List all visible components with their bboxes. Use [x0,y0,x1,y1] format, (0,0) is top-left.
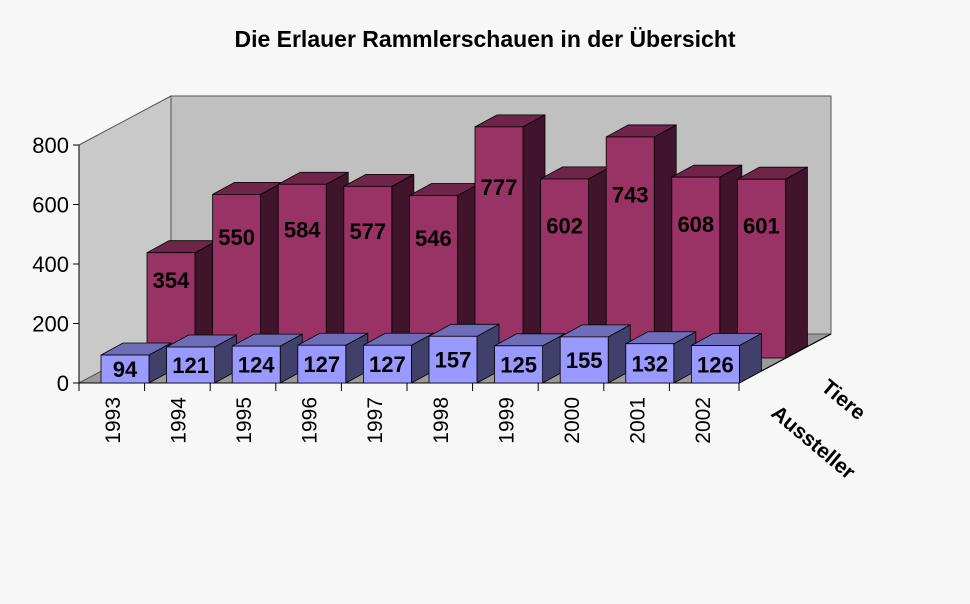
x-tick-label: 2000 [561,397,584,444]
bar-front [625,343,675,384]
bar-tiere-2001: 608 [671,164,743,359]
data-label: 354 [153,268,190,293]
data-label: 584 [284,217,321,242]
data-label: 127 [303,352,340,377]
bar-aussteller-1993: 94 [100,342,172,384]
bar-aussteller-2000: 155 [559,324,631,384]
bar-aussteller-1996: 127 [297,332,369,384]
x-tick-label: 1995 [233,397,256,444]
data-label: 124 [238,353,275,378]
x-tick-label: 1999 [495,397,518,444]
bar-front [428,335,478,384]
y-axis: 0 200 400 600 800 [32,133,80,396]
bar-tiere-1996: 577 [343,173,415,359]
x-tick-label: 1998 [430,397,453,444]
bar-aussteller-1994: 121 [166,334,238,384]
y-tick-label: 400 [32,252,69,277]
bar-tiere-1995: 584 [277,171,349,359]
data-label: 121 [172,353,209,378]
data-label: 577 [349,219,386,244]
data-label: 155 [566,348,603,373]
data-label: 608 [677,212,714,237]
x-tick-label: 1994 [167,397,190,444]
data-label: 132 [631,351,668,376]
bar-front [297,344,347,384]
data-label: 602 [546,213,583,238]
x-tick-label: 1993 [102,397,125,444]
bar-tiere-2000: 743 [605,124,677,359]
data-label: 126 [697,352,734,377]
y-tick-label: 600 [32,193,69,218]
bar-front [212,193,262,359]
data-label: 157 [435,348,472,373]
data-label: 743 [612,182,649,207]
bar-front [737,178,786,359]
bar-front [494,345,544,384]
bar-aussteller-1995: 124 [231,333,303,384]
y-tick-label: 200 [32,312,69,337]
bar-aussteller-2001: 132 [625,331,697,384]
bar-tiere-1993: 354 [146,240,218,359]
bar-front [474,126,524,359]
bar-front [691,345,740,384]
bar-tiere-1998: 777 [474,114,546,359]
x-tick-label: 2001 [627,397,650,444]
data-label: 125 [500,352,537,377]
bar-front [671,176,721,359]
data-label: 601 [743,214,780,239]
data-label: 127 [369,352,406,377]
bar-front [166,346,216,384]
bar-tiere-1997: 546 [408,182,480,359]
bar-front [605,136,655,359]
data-label: 94 [113,357,138,382]
bar-front [100,354,150,384]
bar-front [559,336,609,384]
bar-tiere-2002: 601 [737,166,808,359]
x-tick-label: 1997 [364,397,387,444]
series-label-tiere: Tiere [817,375,870,425]
bar-aussteller-1998: 157 [428,323,500,384]
bar-front [231,345,281,384]
bar-aussteller-1997: 127 [362,332,434,384]
y-tick-label: 0 [57,371,69,396]
bar-tiere-1994: 550 [212,181,284,359]
y-tick-label: 800 [32,133,69,158]
data-label: 550 [218,225,255,250]
bar-aussteller-2002: 126 [691,332,762,384]
bar-side [785,166,808,359]
bar-front [362,344,412,384]
bar-aussteller-1999: 125 [494,333,565,384]
data-label: 546 [415,226,452,251]
x-tick-label: 1996 [299,397,322,444]
bar-front [277,183,327,359]
chart-title: Die Erlauer Rammlerschauen in der Übersi… [234,26,736,52]
bar-front [343,185,393,359]
data-label: 777 [481,175,518,200]
x-tick-label: 2002 [692,397,715,444]
bars: 354 550 584 577 546 777 602 743 608 601 94 121 124 12… [100,114,808,384]
